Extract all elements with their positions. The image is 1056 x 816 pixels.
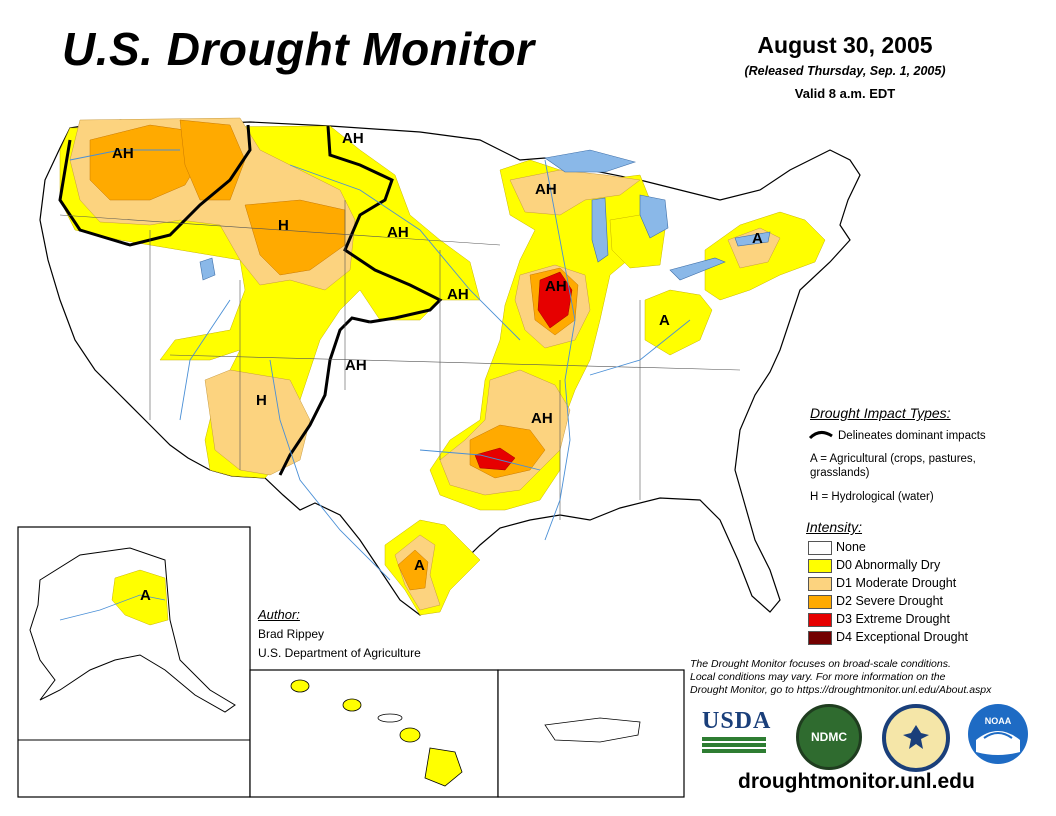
d2-texas: [397, 549, 429, 591]
hawaii-frame: [249, 669, 499, 798]
intensity-label: D3 Extreme Drought: [836, 612, 950, 626]
impact-line-northwest: [58, 124, 252, 247]
intensity-label: D0 Abnormally Dry: [836, 558, 941, 572]
disclaimer-note: The Drought Monitor focuses on broad-sca…: [690, 658, 1040, 697]
author-heading: Author:: [258, 607, 300, 622]
label-ah-montana: AH: [342, 130, 364, 147]
label-a-alaska: A: [140, 587, 151, 604]
noaa-logo: NOAA: [968, 704, 1028, 764]
intensity-label: None: [836, 540, 866, 554]
note-line-2: Local conditions may vary. For more info…: [690, 671, 946, 683]
label-ah-dakotas: AH: [387, 224, 409, 241]
intensity-swatch: [808, 559, 832, 573]
noaa-bird-icon: [973, 709, 1023, 759]
hawaii-pr-insets: [249, 669, 685, 798]
lake-superior: [544, 149, 637, 173]
great-lakes: [199, 149, 771, 281]
d0-ohio: [644, 289, 713, 356]
intensity-swatch: [808, 577, 832, 591]
alaska-outline: [29, 547, 236, 713]
noaa-logo-text: NOAA: [984, 716, 1012, 726]
lake-huron: [639, 194, 669, 239]
impact-agricultural-line1: A = Agricultural (crops, pastures,: [810, 453, 976, 465]
river-colorado: [179, 299, 231, 421]
note-line-3: Drought Monitor, go to https://droughtmo…: [690, 684, 992, 696]
ndmc-logo: NDMC: [796, 704, 862, 770]
usda-logo: USDA: [702, 708, 770, 758]
intensity-swatch: [808, 613, 832, 627]
eagle-icon: [903, 725, 929, 749]
d2-wyoming: [244, 199, 346, 276]
lake-michigan: [591, 197, 609, 263]
hawaii-island-big: [424, 747, 463, 787]
hawaii-island-molokai: [377, 713, 403, 723]
alaska-d0: [111, 569, 169, 626]
lake-erie: [669, 257, 726, 281]
intensity-label: D2 Severe Drought: [836, 594, 944, 608]
alaska-river: [59, 594, 166, 621]
rivers: [69, 149, 691, 581]
map-date: August 30, 2005: [757, 32, 933, 58]
label-ah-nebraska: AH: [447, 286, 469, 303]
valid-time: Valid 8 a.m. EDT: [794, 86, 896, 101]
impact-types-heading: Drought Impact Types:: [810, 405, 951, 421]
intensity-swatch: [808, 541, 832, 555]
label-h-southwest: H: [256, 392, 267, 409]
label-ah-kansas: AH: [345, 357, 367, 374]
commerce-seal-logo: [882, 704, 950, 772]
river-mississippi: [544, 159, 576, 541]
impact-hydrological: H = Hydrological (water): [810, 491, 934, 503]
label-ah-michigan: AH: [535, 181, 557, 198]
label-a-ohio: A: [659, 312, 670, 329]
river-rio-grande: [269, 359, 391, 581]
label-ah-arkansas: AH: [531, 410, 553, 427]
d2-oregon: [89, 124, 201, 201]
hawaii-island-maui: [399, 727, 421, 743]
great-salt-lake: [199, 257, 216, 281]
legend-impact-line-sample: [808, 431, 833, 440]
river-red: [419, 449, 541, 471]
author-org: U.S. Department of Agriculture: [258, 646, 421, 660]
impact-line-plains: [278, 316, 371, 476]
state-line-1: [59, 214, 501, 246]
river-missouri: [289, 164, 521, 341]
intensity-swatch: [808, 595, 832, 609]
label-ah-northwest: AH: [112, 145, 134, 162]
label-a-newyork: A: [752, 230, 763, 247]
state-line-2: [169, 354, 741, 371]
river-columbia: [69, 149, 180, 161]
ndmc-logo-text: NDMC: [811, 730, 847, 744]
hawaii-island-kauai: [290, 679, 310, 693]
author-name: Brad Rippey: [258, 627, 325, 641]
page-title: U.S. Drought Monitor: [62, 23, 535, 75]
d3-illinois: [537, 271, 573, 329]
intensity-label: D4 Exceptional Drought: [836, 630, 969, 644]
hawaii-island-oahu: [342, 698, 362, 712]
label-ah-illinois: AH: [545, 278, 567, 295]
impact-agricultural-line2: grasslands): [810, 467, 870, 479]
label-a-texas: A: [414, 557, 425, 574]
lake-ontario: [734, 231, 771, 247]
usda-logo-text: USDA: [702, 708, 772, 734]
intensity-label: D1 Moderate Drought: [836, 576, 957, 590]
d2-areas: [89, 119, 579, 591]
usda-logo-stripes: [702, 737, 766, 755]
alaska-inset: [17, 526, 251, 798]
intensity-swatch: [808, 631, 832, 645]
intensity-heading: Intensity:: [806, 519, 863, 535]
puerto-rico-outline: [544, 717, 641, 743]
d1-southwest: [204, 369, 311, 476]
note-line-1: The Drought Monitor focuses on broad-sca…: [690, 658, 951, 670]
label-h-wyoming: H: [278, 217, 289, 234]
release-date: (Released Thursday, Sep. 1, 2005): [744, 64, 946, 78]
state-lines: [59, 200, 741, 520]
river-ohio: [589, 319, 691, 376]
impact-delineates-text: Delineates dominant impacts: [838, 430, 986, 442]
website-link[interactable]: droughtmonitor.unl.edu: [738, 770, 975, 793]
